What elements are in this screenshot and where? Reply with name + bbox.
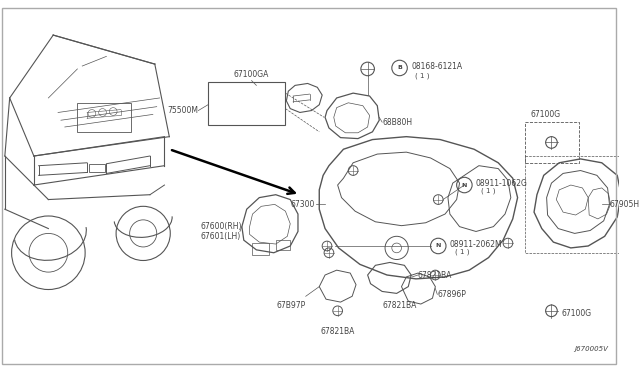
Text: 67100GA: 67100GA (234, 70, 269, 78)
Text: 67821BA: 67821BA (418, 270, 452, 279)
Bar (208, 81, 285, 125)
Text: 67100G: 67100G (561, 309, 591, 318)
Text: N: N (436, 244, 441, 248)
Bar (77, 103, 131, 132)
Text: N: N (461, 183, 467, 187)
Text: 67601(LH): 67601(LH) (200, 232, 241, 241)
Text: 08911-2062M: 08911-2062M (450, 240, 502, 248)
Bar (276, 240, 290, 250)
Bar (525, 122, 579, 163)
Text: J670005V: J670005V (573, 346, 607, 352)
Text: 08911-1062G: 08911-1062G (476, 179, 528, 187)
Text: ( 1 ): ( 1 ) (415, 73, 429, 79)
Bar (252, 243, 269, 255)
Bar (89, 164, 106, 173)
Text: 67821BA: 67821BA (382, 301, 417, 311)
Text: 68B80H: 68B80H (382, 118, 412, 126)
Text: 67B97P: 67B97P (276, 301, 306, 311)
Text: 08168-6121A: 08168-6121A (411, 61, 462, 71)
Text: 67896P: 67896P (437, 290, 466, 299)
Text: 75500M: 75500M (167, 106, 198, 115)
Text: B: B (397, 65, 402, 70)
Text: ( 1 ): ( 1 ) (481, 188, 495, 194)
Text: ( 1 ): ( 1 ) (454, 249, 469, 255)
Text: 67100G: 67100G (530, 110, 560, 119)
Bar (525, 156, 627, 253)
Text: 67821BA: 67821BA (321, 327, 355, 336)
Text: 67600(RH): 67600(RH) (200, 222, 242, 231)
Text: 67300: 67300 (290, 200, 314, 209)
Text: 67905H: 67905H (609, 200, 639, 209)
